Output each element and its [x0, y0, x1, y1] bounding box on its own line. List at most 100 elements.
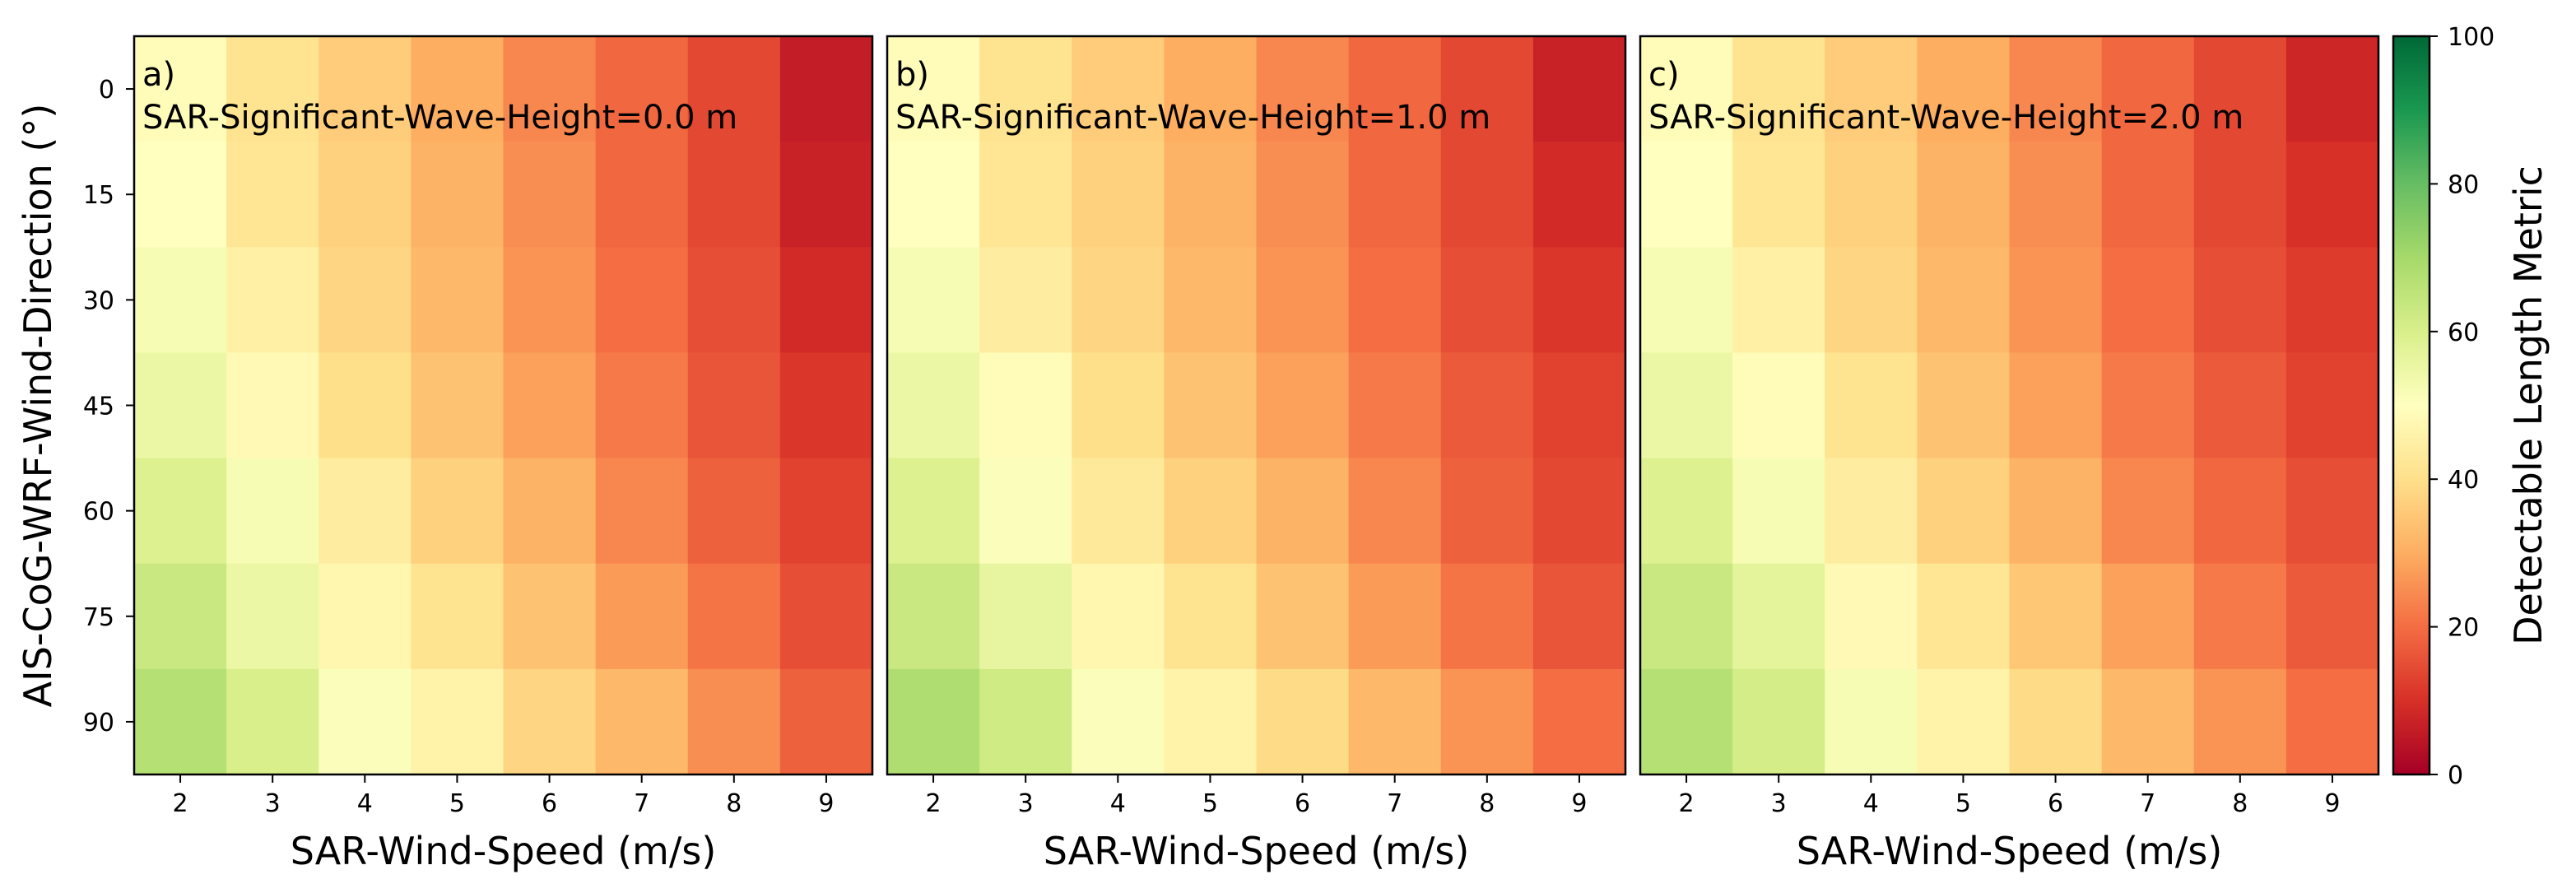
- heatmap-cell: [979, 36, 1072, 142]
- heatmap-cell: [1072, 668, 1165, 775]
- heatmap-cell: [1917, 142, 2011, 248]
- heatmap-cell: [1072, 352, 1165, 459]
- heatmap-cell: [1164, 142, 1258, 248]
- heatmap-cell: [1732, 352, 1825, 459]
- heatmap-cell: [887, 352, 980, 459]
- x-tick-label: 3: [1771, 789, 1787, 818]
- panel-label: a): [142, 56, 175, 94]
- x-tick-label: 9: [818, 789, 834, 818]
- panel-title: SAR-Significant-Wave-Height=0.0 m: [142, 99, 737, 137]
- y-tick-label: 30: [83, 286, 114, 315]
- heatmap-cell: [1164, 458, 1258, 565]
- y-tick-label: 45: [83, 393, 114, 421]
- heatmap-cell: [411, 142, 505, 248]
- heatmap-cell: [1072, 36, 1165, 142]
- heatmap-cell: [134, 247, 227, 354]
- heatmap-cell: [411, 36, 505, 142]
- x-axis-label: SAR-Wind-Speed (m/s): [291, 829, 717, 873]
- heatmap-cell: [226, 247, 319, 354]
- heatmap-cell: [2009, 668, 2103, 775]
- heatmap-cell: [1532, 563, 1626, 670]
- x-tick-label: 4: [1110, 789, 1126, 818]
- heatmap-cell: [1072, 563, 1165, 670]
- heatmap-cell: [1917, 668, 2011, 775]
- heatmap-cell: [1917, 458, 2011, 565]
- heatmap-cell: [979, 247, 1072, 354]
- x-tick-label: 7: [2140, 789, 2155, 818]
- heatmap-cell: [134, 36, 227, 142]
- x-tick-label: 7: [1387, 789, 1402, 818]
- heatmap-cell: [887, 458, 980, 565]
- heatmap-cell: [779, 668, 873, 775]
- heatmap-cell: [503, 563, 597, 670]
- heatmap-cell: [411, 668, 505, 775]
- x-tick-label: 8: [1479, 789, 1495, 818]
- x-tick-label: 4: [357, 789, 373, 818]
- heatmap-cell: [134, 563, 227, 670]
- heatmap-cell: [2285, 142, 2379, 248]
- x-tick-label: 6: [542, 789, 557, 818]
- heatmap-cell: [1256, 247, 1350, 354]
- heatmap-cell: [1348, 352, 1442, 459]
- heatmap-cell: [979, 142, 1072, 248]
- heatmap-cell: [1440, 563, 1534, 670]
- heatmap-cell: [2285, 36, 2379, 142]
- heatmap-cell: [2193, 668, 2287, 775]
- heatmap-cell: [1348, 36, 1442, 142]
- heatmap-cell: [2193, 36, 2287, 142]
- heatmap-cell: [2101, 142, 2195, 248]
- heatmap-cell: [1640, 668, 1733, 775]
- heatmap-cell: [2101, 352, 2195, 459]
- heatmap-cell: [1825, 36, 1918, 142]
- heatmap-cell: [319, 458, 412, 565]
- heatmap-cell: [503, 36, 597, 142]
- heatmap-cell: [1640, 563, 1733, 670]
- heatmap-cell: [887, 668, 980, 775]
- heatmap-panel-3: 2 3 4 5 6 7 8 9 SAR-Wind-Speed (m/s) c) SAR-Signif…: [1639, 35, 2380, 873]
- heatmap-cell: [1532, 36, 1626, 142]
- heatmap-cell: [1164, 352, 1258, 459]
- heatmap-cell: [1825, 563, 1918, 670]
- x-tick-label: 9: [1571, 789, 1587, 818]
- y-tick-label: 0: [99, 76, 114, 105]
- heatmap-cell: [687, 247, 781, 354]
- heatmap-cell: [1825, 668, 1918, 775]
- y-tick-label: 60: [83, 498, 114, 527]
- heatmap-cell: [226, 668, 319, 775]
- x-tick-label: 4: [1863, 789, 1879, 818]
- heatmap-cell: [1072, 142, 1165, 248]
- heatmap-cell: [779, 458, 873, 565]
- heatmap-cell: [979, 668, 1072, 775]
- heatmap-cell: [687, 142, 781, 248]
- y-tick-label: 15: [83, 181, 114, 210]
- heatmap-cell: [1640, 352, 1733, 459]
- heatmap-cell: [1256, 458, 1350, 565]
- heatmap-cell: [319, 668, 412, 775]
- heatmap-cell: [1256, 142, 1350, 248]
- heatmap-cell: [1440, 458, 1534, 565]
- heatmap-cell: [979, 563, 1072, 670]
- heatmap-cell: [2101, 668, 2195, 775]
- heatmap-cell: [411, 563, 505, 670]
- heatmap-cell: [1440, 36, 1534, 142]
- panel-label: b): [895, 56, 929, 94]
- heatmap-cell: [1732, 563, 1825, 670]
- heatmap-cell: [134, 352, 227, 459]
- heatmap-cell: [134, 668, 227, 775]
- heatmap-cell: [1348, 247, 1442, 354]
- heatmap-cell: [887, 142, 980, 248]
- heatmap-cell: [1825, 352, 1918, 459]
- heatmap-cell: [1348, 142, 1442, 248]
- heatmap-panel-2: 2 3 4 5 6 7 8 9 SAR-Wind-Speed (m/s) b) SAR-Signif…: [886, 35, 1627, 873]
- heatmap-cell: [1532, 247, 1626, 354]
- heatmap-cell: [1917, 36, 2011, 142]
- heatmap-cell: [2285, 563, 2379, 670]
- heatmap-cell: [319, 247, 412, 354]
- heatmap-panel-1: 2 3 4 5 6 7 8 90153045607590AIS-CoG-WRF-Wind-Di…: [16, 35, 874, 873]
- heatmap-cell: [1072, 458, 1165, 565]
- heatmap-cell: [2101, 563, 2195, 670]
- heatmap-cell: [1440, 247, 1534, 354]
- x-axis-label: SAR-Wind-Speed (m/s): [1044, 829, 1470, 873]
- x-tick-label: 7: [634, 789, 649, 818]
- x-tick-label: 8: [726, 789, 742, 818]
